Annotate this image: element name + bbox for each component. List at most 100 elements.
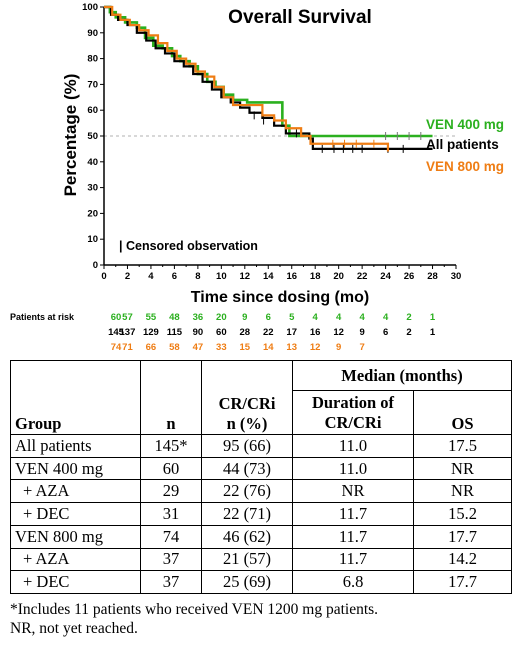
table-row: + AZA 37 21 (57) 11.7 14.2 <box>10 547 512 572</box>
os-cell: 14.2 <box>413 547 512 572</box>
risk-count: 15 <box>239 342 251 353</box>
risk-count: 60 <box>216 327 227 338</box>
series-legend: VEN 400 mg All patients VEN 800 mg <box>426 117 504 174</box>
col-cr-line1: CR/CRi <box>218 394 276 413</box>
risk-count: 17 <box>286 327 298 338</box>
risk-count: 90 <box>192 327 204 338</box>
os-cell: NR <box>413 456 512 481</box>
x-axis-label: Time since dosing (mo) <box>191 289 369 306</box>
risk-count: 129 <box>142 327 159 338</box>
os-cell: 17.7 <box>413 524 512 549</box>
risk-count: 145 <box>108 327 124 338</box>
risk-count: 28 <box>239 327 251 338</box>
chart-title: Overall Survival <box>228 7 372 28</box>
risk-count: 1 <box>429 327 436 338</box>
x-tick-label: 4 <box>148 271 154 282</box>
col-dur-line2: CR/CRi <box>324 412 382 432</box>
legend-label: VEN 400 mg <box>426 117 504 132</box>
x-tick-label: 6 <box>172 271 177 282</box>
col-n-header: n <box>140 360 202 435</box>
duration-cell: 6.8 <box>292 570 414 594</box>
y-tick-label: 40 <box>87 157 98 168</box>
risk-count: 22 <box>262 327 274 338</box>
risk-count: 12 <box>333 327 344 338</box>
legend-label: All patients <box>426 137 499 152</box>
group-cell: + AZA <box>10 547 141 572</box>
risk-count: 48 <box>169 312 180 323</box>
survival-chart: Overall Survival Percentage (%) Time sin… <box>61 2 504 306</box>
x-tick-label: 24 <box>380 271 391 282</box>
survival-curves <box>104 5 433 153</box>
group-cell: + DEC <box>10 570 141 594</box>
risk-count: 115 <box>166 327 183 338</box>
n-cell: 37 <box>140 547 202 572</box>
duration-cell: NR <box>292 479 414 504</box>
x-tick-label: 2 <box>125 271 130 282</box>
risk-count: 9 <box>242 312 248 323</box>
col-os-header: OS <box>413 390 512 435</box>
risk-count: 9 <box>336 342 342 353</box>
x-tick-label: 10 <box>216 271 227 282</box>
footnote-line2: NR, not yet reached. <box>10 620 138 637</box>
col-cr-header: CR/CRi n (%) <box>201 360 293 435</box>
duration-cell: 11.0 <box>292 456 414 481</box>
group-cell: + AZA <box>10 479 141 504</box>
median-header: Median (months) <box>292 360 512 391</box>
y-tick-label: 0 <box>93 260 98 271</box>
y-tick-label: 70 <box>87 79 98 90</box>
risk-count: 57 <box>122 312 133 323</box>
cr-cell: 22 (76) <box>201 479 293 504</box>
censor-note: | Censored observation <box>119 239 258 253</box>
n-cell: 60 <box>140 456 202 481</box>
col-group-header: Group <box>10 360 141 435</box>
x-tick-label: 22 <box>357 271 368 282</box>
duration-cell: 11.7 <box>292 524 414 549</box>
risk-count: 71 <box>122 342 133 353</box>
risk-count: 6 <box>382 327 389 338</box>
risk-count: 55 <box>145 312 157 323</box>
risk-count: 66 <box>145 342 157 353</box>
risk-count: 14 <box>262 342 274 353</box>
y-tick-label: 100 <box>82 2 98 13</box>
x-tick-label: 28 <box>427 271 438 282</box>
table-row: All patients 145* 95 (66) 11.0 17.5 <box>10 434 512 458</box>
risk-count: 2 <box>406 327 412 338</box>
n-cell: 29 <box>140 479 202 504</box>
risk-count: 13 <box>286 342 298 353</box>
risk-label: Patients at risk <box>10 312 75 322</box>
duration-cell: 11.7 <box>292 547 414 572</box>
y-tick-label: 90 <box>87 28 98 39</box>
table-row: + DEC 31 22 (71) 11.7 15.2 <box>10 502 512 526</box>
group-cell: VEN 800 mg <box>10 524 141 549</box>
risk-count: 137 <box>119 327 136 338</box>
risk-count: 6 <box>265 312 271 323</box>
duration-cell: 11.0 <box>292 434 414 458</box>
os-cell: NR <box>413 479 512 504</box>
group-cell: All patients <box>10 434 141 458</box>
x-tick-label: 20 <box>333 271 344 282</box>
duration-cell: 11.7 <box>292 502 414 526</box>
risk-count: 4 <box>312 312 318 323</box>
col-dur-header: Duration of CR/CRi <box>292 390 414 435</box>
risk-count: 60 <box>110 312 122 323</box>
os-cell: 17.5 <box>413 434 512 458</box>
cr-cell: 21 (57) <box>201 547 293 572</box>
risk-count: 5 <box>289 312 295 323</box>
cr-cell: 44 (73) <box>201 456 293 481</box>
group-cell: VEN 400 mg <box>10 456 141 481</box>
y-tick-label: 30 <box>87 183 98 194</box>
survival-curve <box>104 5 390 152</box>
x-tick-label: 26 <box>404 271 415 282</box>
col-dur-line1: Duration of <box>311 392 395 412</box>
risk-count: 4 <box>359 312 365 323</box>
x-tick-label: 18 <box>310 271 321 282</box>
risk-count: 74 <box>110 342 122 353</box>
y-tick-label: 20 <box>87 208 98 219</box>
risk-count: 9 <box>359 327 365 338</box>
risk-count: 12 <box>309 342 321 353</box>
risk-count: 7 <box>359 342 365 353</box>
y-axis-label: Percentage (%) <box>61 74 80 197</box>
survival-curve <box>104 5 433 150</box>
x-tick-label: 16 <box>286 271 297 282</box>
cr-cell: 46 (62) <box>201 524 293 549</box>
